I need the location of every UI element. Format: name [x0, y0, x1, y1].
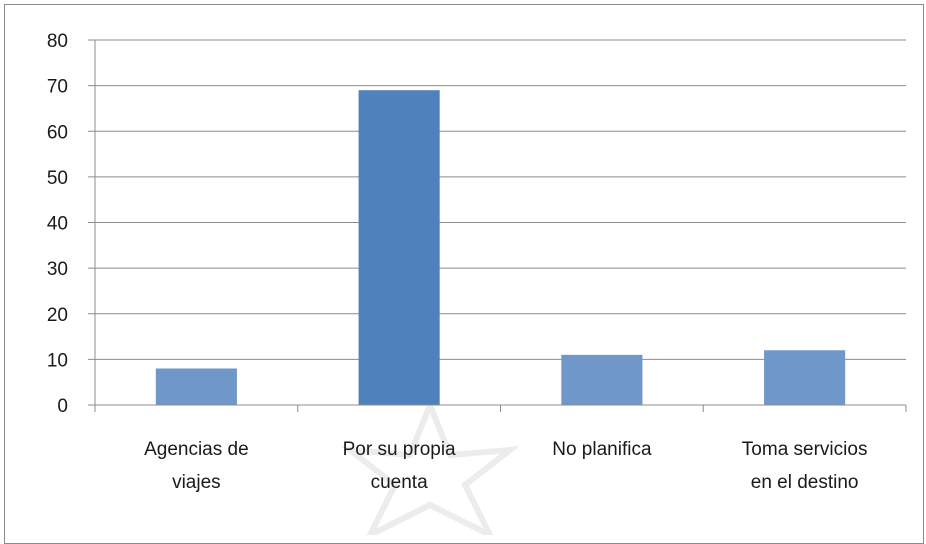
bar	[764, 350, 846, 405]
x-category-label: Toma servicios	[742, 439, 868, 460]
x-category-label: No planifica	[552, 439, 652, 460]
star-watermark-icon	[340, 396, 520, 535]
gridlines	[88, 39, 906, 360]
y-tick-label: 60	[47, 122, 68, 143]
x-category-labels: Agencias de viajes Por su propia cuenta No p…	[144, 439, 867, 493]
axes	[88, 40, 907, 412]
x-category-label: cuenta	[371, 472, 428, 493]
x-category-label: Por su propia	[343, 439, 456, 460]
y-tick-label: 10	[47, 350, 68, 371]
y-tick-label: 80	[47, 31, 68, 52]
bars	[155, 90, 846, 405]
y-tick-label: 40	[47, 214, 68, 235]
y-tick-label: 0	[57, 396, 68, 417]
bar	[155, 368, 237, 405]
y-tick-label: 20	[47, 305, 68, 326]
bar-chart: 0 10 20 30 40 50 60 70 80 Agencias de viajes Por s…	[47, 31, 907, 493]
y-tick-label: 70	[47, 77, 68, 98]
bar	[561, 354, 643, 405]
y-tick-label: 30	[47, 259, 68, 280]
bar	[358, 90, 440, 405]
x-category-label: Agencias de	[144, 439, 249, 460]
y-tick-label: 50	[47, 168, 68, 189]
x-category-label: en el destino	[751, 472, 859, 493]
y-tick-labels: 0 10 20 30 40 50 60 70 80	[47, 31, 68, 417]
x-category-label: viajes	[172, 472, 221, 493]
